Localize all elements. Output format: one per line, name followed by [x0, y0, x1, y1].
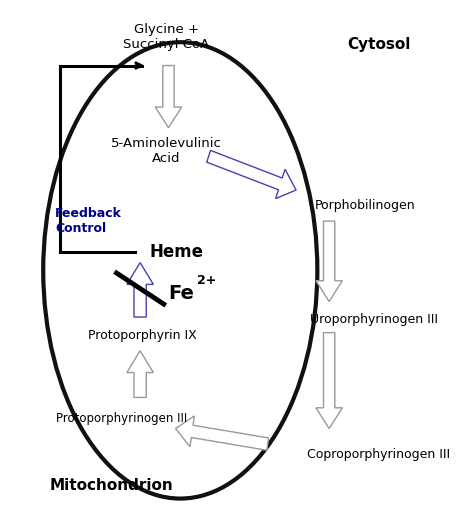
- Polygon shape: [316, 333, 342, 428]
- Text: Fe: Fe: [168, 284, 194, 303]
- Polygon shape: [127, 263, 154, 317]
- Text: Feedback
Control: Feedback Control: [55, 207, 122, 235]
- Text: Porphobilinogen: Porphobilinogen: [314, 199, 415, 212]
- Text: 2+: 2+: [197, 274, 216, 287]
- Polygon shape: [155, 66, 182, 128]
- Text: Coproporphyrinogen III: Coproporphyrinogen III: [307, 448, 450, 461]
- Ellipse shape: [43, 42, 318, 499]
- Polygon shape: [207, 150, 296, 199]
- Text: Heme: Heme: [150, 243, 203, 261]
- Text: Protoporphyrinogen III: Protoporphyrinogen III: [55, 412, 187, 425]
- Polygon shape: [127, 351, 154, 397]
- Text: Mitochondrion: Mitochondrion: [50, 478, 173, 493]
- Polygon shape: [316, 221, 342, 302]
- Polygon shape: [175, 416, 269, 450]
- Text: Uroporphyrinogen III: Uroporphyrinogen III: [310, 313, 438, 326]
- Text: Cytosol: Cytosol: [347, 37, 410, 53]
- Text: 5-Aminolevulinic
Acid: 5-Aminolevulinic Acid: [110, 137, 221, 165]
- Text: Glycine +
Succinyl CoA: Glycine + Succinyl CoA: [123, 23, 209, 51]
- Text: Protoporphyrin IX: Protoporphyrin IX: [88, 329, 197, 342]
